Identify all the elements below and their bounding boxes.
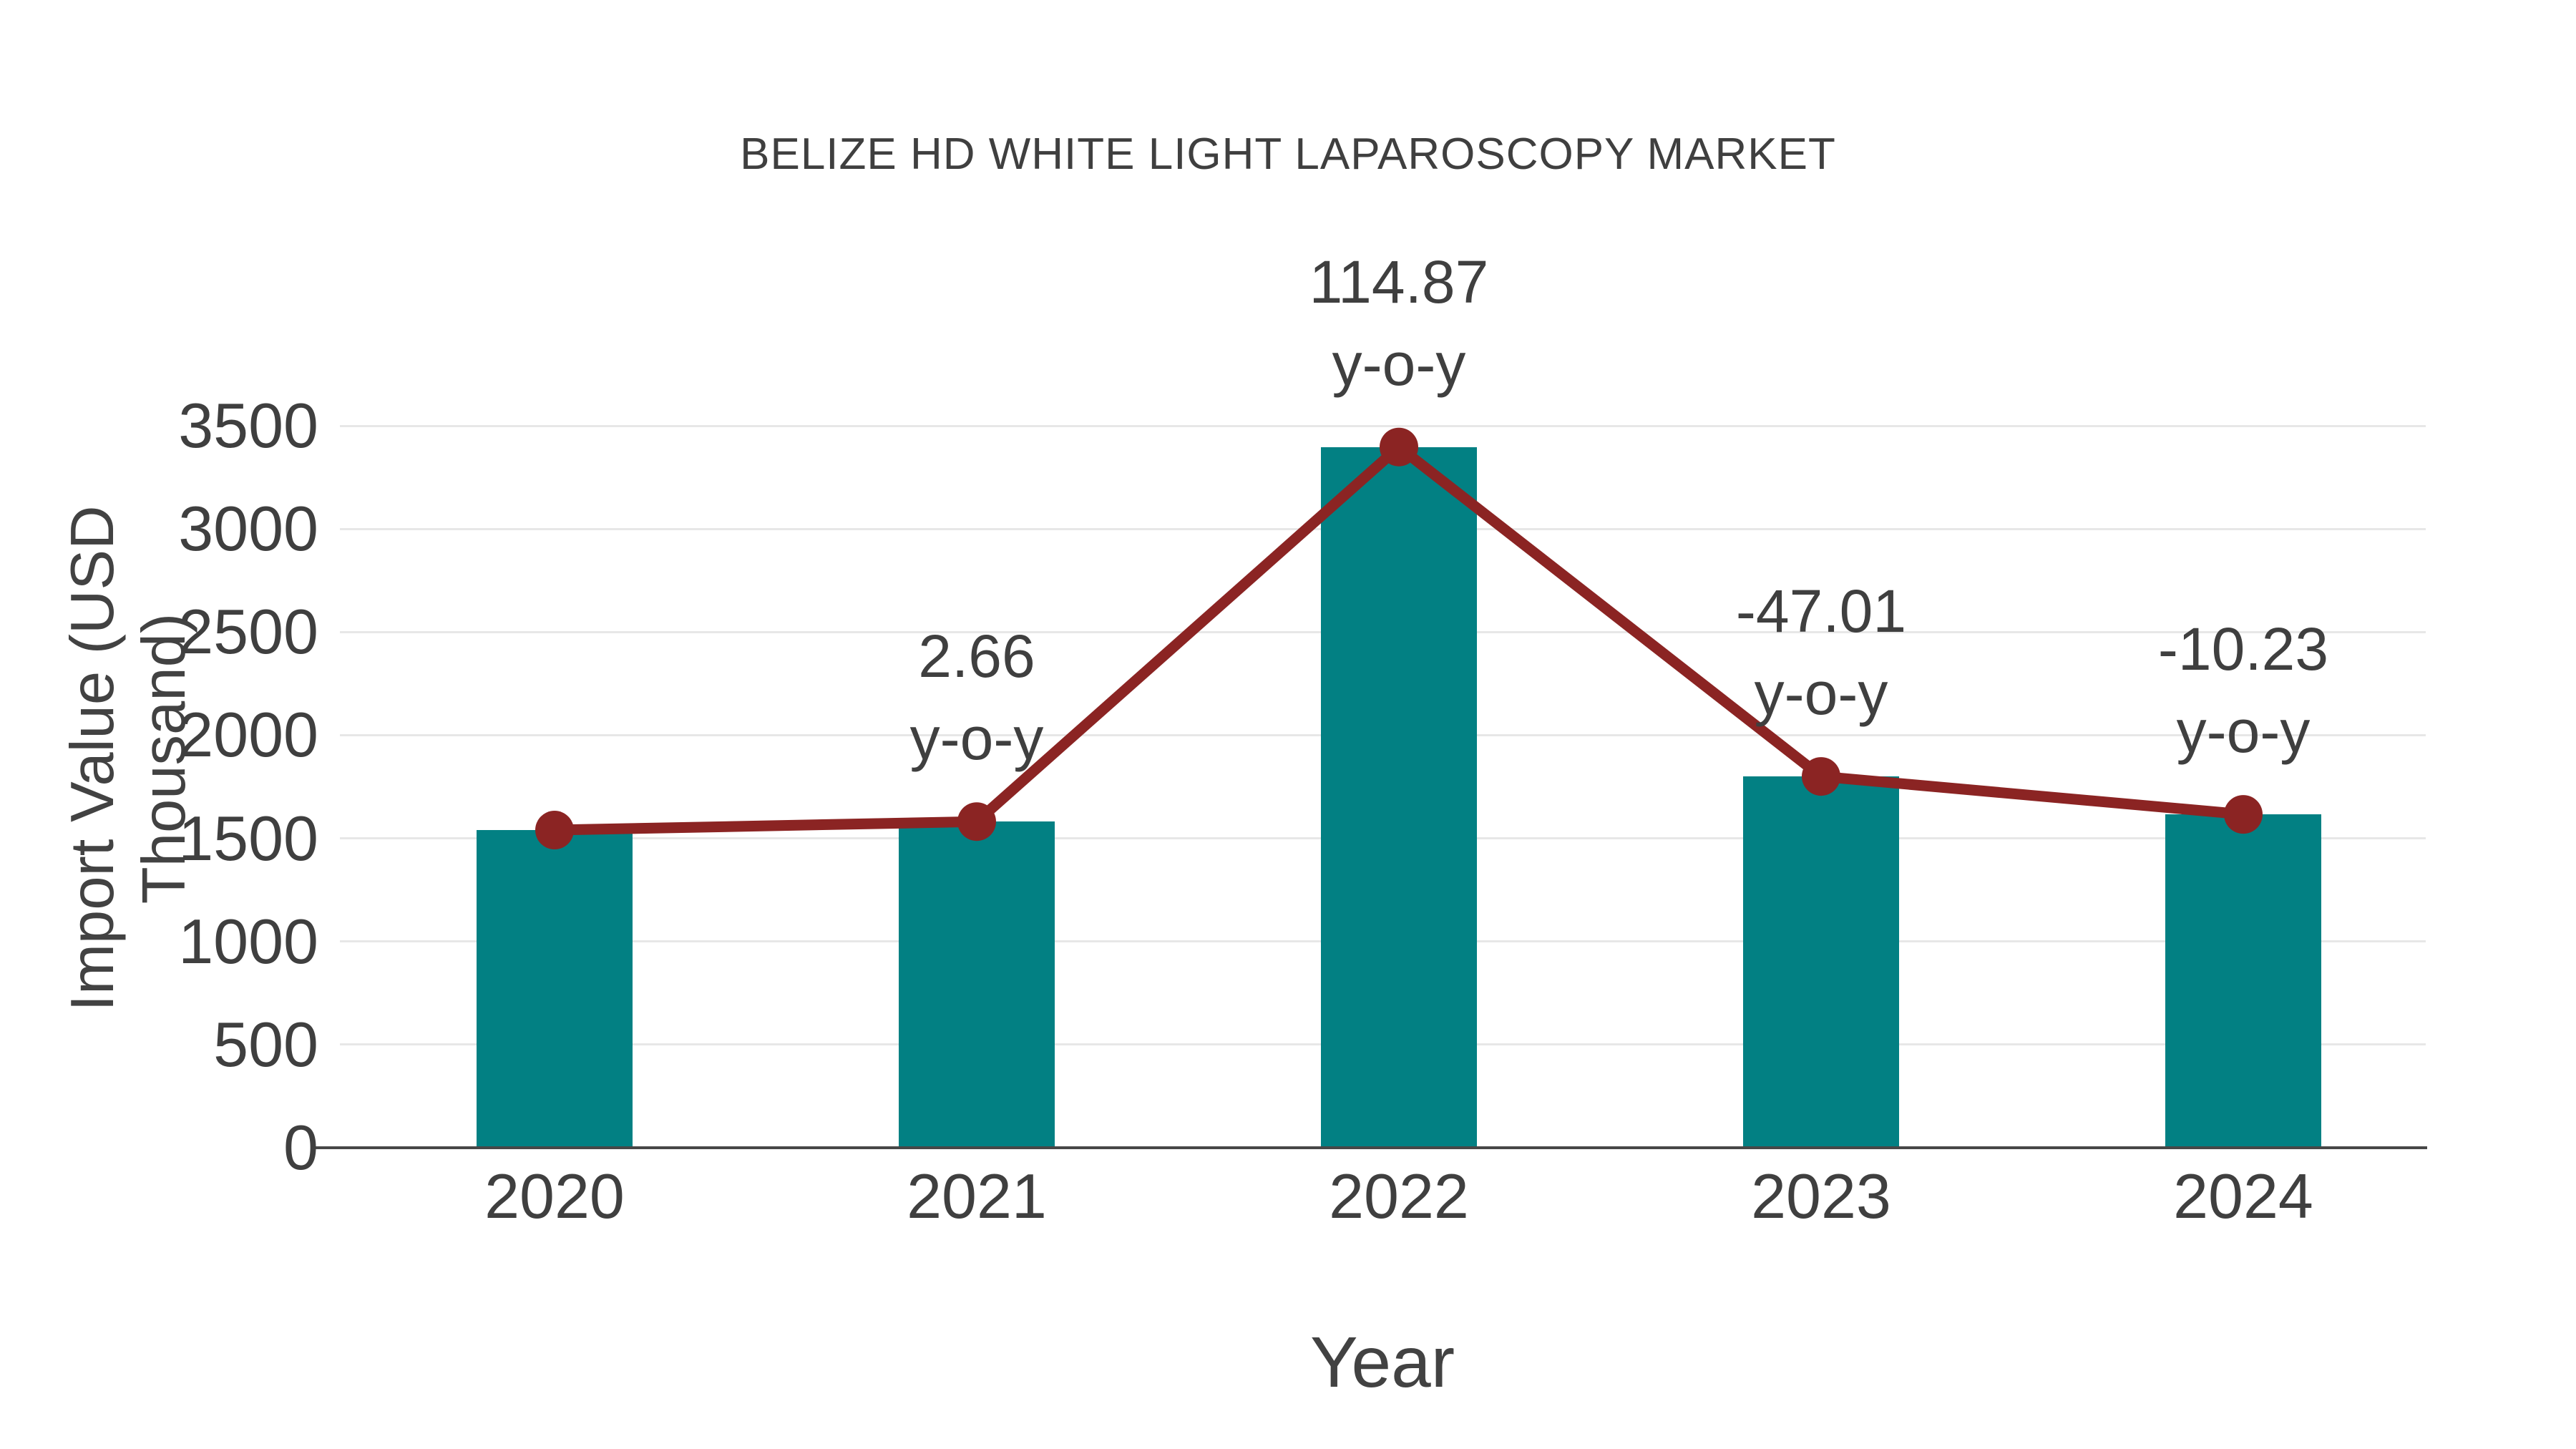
x-axis-title: Year <box>1309 1322 1455 1402</box>
annotation-2024: -10.23 y-o-y <box>2014 608 2472 773</box>
annotation-value-2024: -10.23 <box>2157 615 2329 683</box>
gridline-3500 <box>340 424 2426 427</box>
annotation-suffix-2022: y-o-y <box>1332 330 1466 398</box>
bar-2023 <box>1743 776 1899 1148</box>
x-tick-2021: 2021 <box>907 1161 1047 1231</box>
annotation-suffix-2024: y-o-y <box>2176 698 2311 766</box>
y-tick-1000: 1000 <box>178 905 318 977</box>
annotation-value-2021: 2.66 <box>918 623 1035 691</box>
y-tick-2500: 2500 <box>178 596 318 668</box>
line-marker-2022 <box>1380 427 1418 467</box>
annotation-value-2022: 114.87 <box>1309 248 1489 316</box>
x-tick-2023: 2023 <box>1751 1161 1891 1231</box>
annotation-2023: -47.01 y-o-y <box>1592 570 2050 735</box>
chart-title: BELIZE HD WHITE LIGHT LAPAROSCOPY MARKET <box>740 130 1836 179</box>
annotation-value-2023: -47.01 <box>1735 577 1907 645</box>
x-tick-2024: 2024 <box>2173 1161 2313 1231</box>
bar-2020 <box>477 830 633 1148</box>
x-axis-line <box>313 1146 2427 1149</box>
y-tick-500: 500 <box>213 1008 318 1080</box>
y-tick-2000: 2000 <box>178 699 318 771</box>
bar-2024 <box>2165 814 2321 1148</box>
line-marker-2024 <box>2224 795 2263 834</box>
annotation-2022: 114.87 y-o-y <box>1170 241 1628 406</box>
line-marker-2021 <box>957 802 996 841</box>
bar-2022 <box>1321 447 1477 1148</box>
annotation-suffix-2023: y-o-y <box>1754 660 1888 728</box>
x-tick-2020: 2020 <box>484 1161 625 1231</box>
y-tick-3000: 3000 <box>178 493 318 565</box>
annotation-2021: 2.66 y-o-y <box>748 615 1206 780</box>
y-tick-1500: 1500 <box>178 802 318 874</box>
line-marker-2023 <box>1802 757 1840 796</box>
y-tick-0: 0 <box>283 1112 318 1183</box>
annotation-suffix-2021: y-o-y <box>909 705 1044 773</box>
x-tick-2022: 2022 <box>1329 1161 1469 1231</box>
y-tick-3500: 3500 <box>178 390 318 461</box>
plot-area <box>313 424 2427 1149</box>
bar-2021 <box>899 821 1055 1148</box>
line-marker-2020 <box>535 811 574 850</box>
trend-line-layer <box>535 427 2263 850</box>
